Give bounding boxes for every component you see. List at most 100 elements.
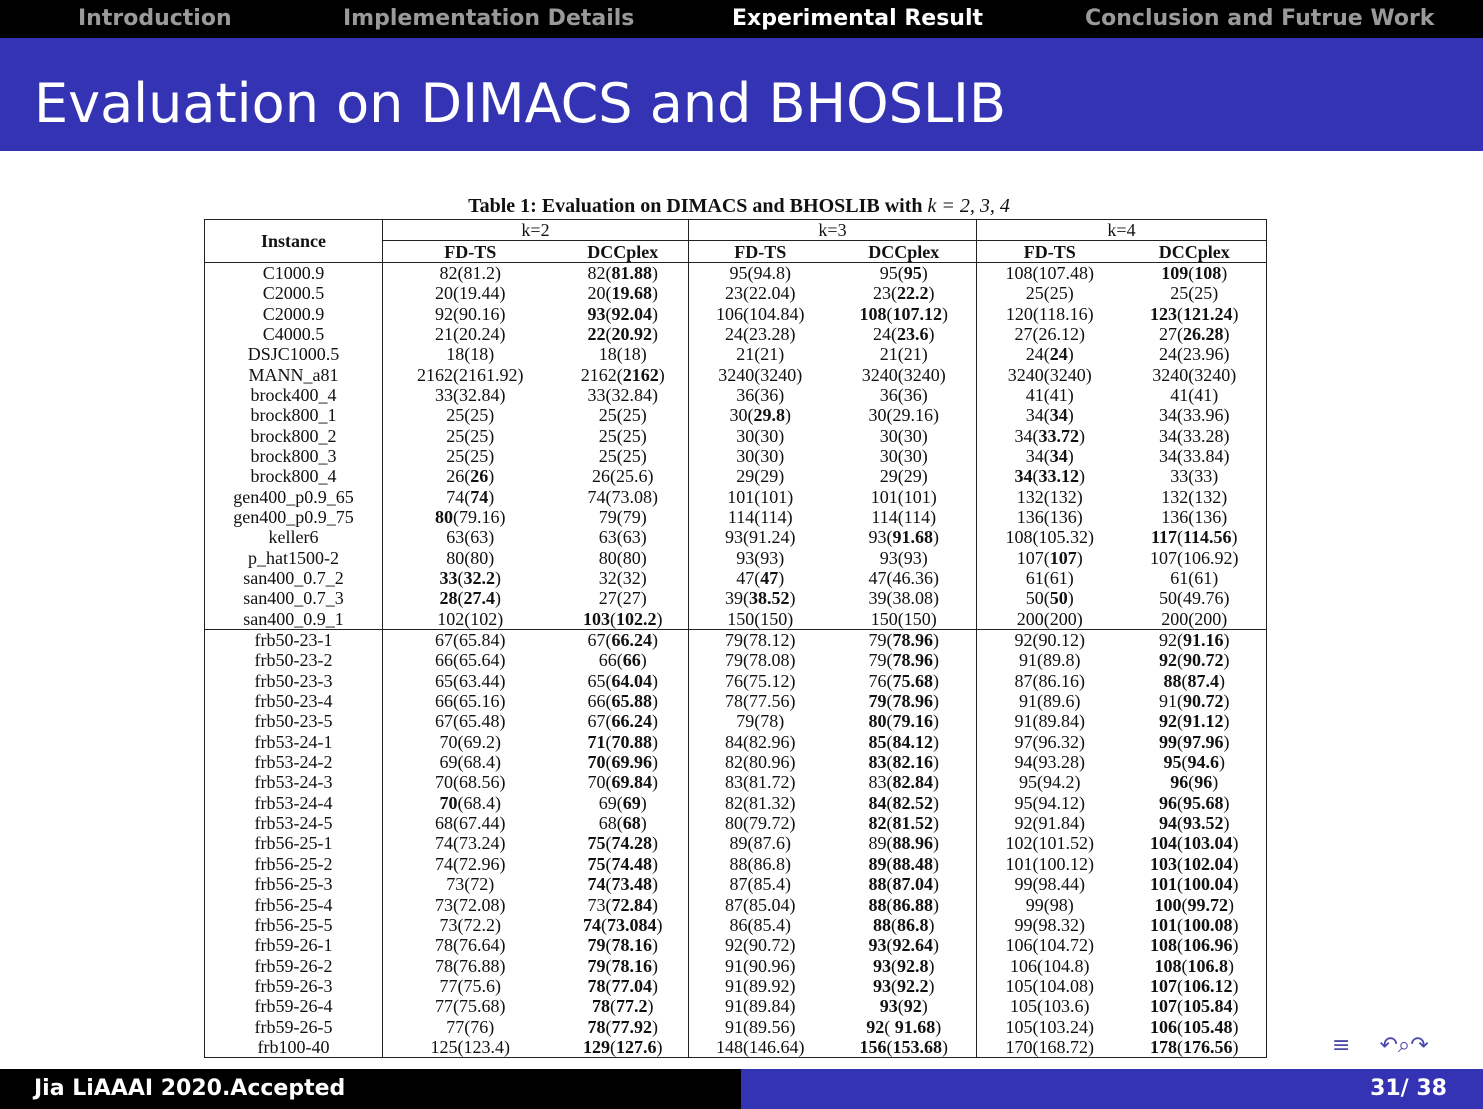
table-row: frb59-26-4 77(75.68) 78(77.2) 91(89.84) 93(9… <box>205 996 1267 1017</box>
result-cell: 92(91.12) <box>1159 711 1230 732</box>
table-row: frb59-26-1 78(76.64) 79(78.16) 92(90.72) 93(… <box>205 935 1267 956</box>
table-row: frb59-26-5 77(76) 78(77.92) 91(89.56) 92( 91… <box>205 1016 1267 1037</box>
result-cell: 114(114) <box>688 506 832 528</box>
search-nav-icon[interactable]: ↶⌕↷ <box>1379 1033 1429 1058</box>
result-cell: 91(89.56) <box>688 1016 832 1037</box>
result-cell: 86(85.4) <box>688 914 832 936</box>
instance-cell: C1000.9 <box>262 262 325 283</box>
result-cell: 30(30) <box>688 445 832 467</box>
result-cell: 66(65.16) <box>382 690 558 712</box>
result-cell: 108(107.48) <box>976 262 1123 284</box>
result-cell: 73(72) <box>382 874 558 895</box>
result-cell: 91(89.92) <box>688 975 832 997</box>
result-cell: 50(50) <box>976 588 1123 609</box>
instance-cell: frb56-25-4 <box>254 894 333 915</box>
result-cell: 47(46.36) <box>868 568 940 589</box>
result-cell: 89(88.48) <box>868 853 940 874</box>
result-cell: 82(81.52) <box>868 813 940 834</box>
result-cell: 30(29.8) <box>688 405 832 426</box>
table-row: brock800_1 25(25) 25(25) 30(29.8) 30(29.16) 3… <box>205 405 1267 426</box>
result-cell: 106(105.48) <box>1150 1016 1239 1037</box>
result-cell: 79(78.12) <box>688 628 832 651</box>
nav-implementation-details[interactable]: Implementation Details <box>343 6 635 31</box>
result-cell: 99(98) <box>976 894 1123 915</box>
result-cell: 120(118.16) <box>976 303 1123 324</box>
result-cell: 74(73.084) <box>583 914 663 935</box>
section-nav-icon[interactable]: ≡ <box>1332 1033 1351 1058</box>
instance-cell: keller6 <box>268 527 319 548</box>
result-cell: 50(49.76) <box>1159 588 1230 609</box>
result-cell: 3240(3240) <box>976 364 1123 385</box>
result-cell: 24(23.6) <box>873 323 935 344</box>
result-cell: 103(102.04) <box>1150 853 1239 874</box>
result-cell: 36(36) <box>688 384 832 406</box>
result-cell: 24(24) <box>976 344 1123 365</box>
result-cell: 34(33.96) <box>1159 405 1230 426</box>
instance-cell: san400_0.9_1 <box>243 608 344 629</box>
result-cell: 34(33.12) <box>976 466 1123 487</box>
result-cell: 95(94.12) <box>976 792 1123 813</box>
result-cell: 93(91.24) <box>688 527 832 548</box>
result-cell: 77(75.68) <box>382 996 558 1017</box>
nav-experimental-result[interactable]: Experimental Result <box>732 6 984 31</box>
table-row: frb59-26-3 77(75.6) 78(77.04) 91(89.92) 93(9… <box>205 975 1267 997</box>
instance-cell: gen400_p0.9_65 <box>233 486 354 507</box>
result-cell: 30(30) <box>688 425 832 446</box>
result-cell: 32(32) <box>598 568 647 589</box>
result-cell: 74(73.48) <box>587 874 659 895</box>
result-cell: 136(136) <box>976 506 1123 528</box>
result-cell: 87(86.16) <box>976 670 1123 691</box>
table-row: san400_0.7_3 28(27.4) 27(27) 39(38.52) 39(38… <box>205 588 1267 609</box>
nav-conclusion[interactable]: Conclusion and Futrue Work <box>1085 6 1435 31</box>
result-cell: 70(69.2) <box>382 731 558 752</box>
instance-cell: san400_0.7_3 <box>243 588 344 609</box>
table-row: keller6 63(63) 63(63) 93(91.24) 93(91.68) 108… <box>205 527 1267 548</box>
nav-introduction[interactable]: Introduction <box>78 6 232 31</box>
result-cell: 93(91.68) <box>868 527 940 548</box>
result-cell: 33(32.84) <box>587 384 659 405</box>
result-cell: 21(21) <box>688 344 832 365</box>
table-row: frb56-25-5 73(72.2) 74(73.084) 86(85.4) 88(8… <box>205 914 1267 936</box>
table-row: gen400_p0.9_65 74(74) 74(73.08) 101(101) 101… <box>205 486 1267 507</box>
table-row: brock800_2 25(25) 25(25) 30(30) 30(30) 34(33.… <box>205 425 1267 446</box>
result-cell: 79(78.96) <box>831 628 977 651</box>
result-cell: 80(80) <box>598 547 647 568</box>
result-cell: 92(90.12) <box>976 628 1123 651</box>
result-cell: 82(81.2) <box>382 262 558 284</box>
result-cell: 91(89.84) <box>976 711 1123 732</box>
result-cell: 77(76) <box>382 1016 558 1037</box>
result-cell: 70(69.84) <box>587 772 659 793</box>
result-cell: 33(33) <box>1170 466 1219 487</box>
result-cell: 101(101) <box>688 486 832 507</box>
result-cell: 75(74.28) <box>587 833 659 854</box>
header-fdts-k4: FD-TS <box>976 240 1123 263</box>
result-cell: 83(82.84) <box>868 772 940 793</box>
result-cell: 93(93) <box>879 547 928 568</box>
footer-bar-right <box>741 1069 1483 1109</box>
table-row: frb50-23-5 67(65.48) 67(66.24) 79(78) 80(79.… <box>205 711 1267 732</box>
table-body: C1000.9 82(81.2) 82(81.88) 95(94.8) 95(95) 10… <box>204 262 1267 1058</box>
result-cell: 66(65.88) <box>587 691 659 712</box>
footer-author: Jia LiAAAI 2020.Accepted <box>34 1076 346 1101</box>
result-cell: 150(150) <box>870 608 937 629</box>
header-fdts-k3: FD-TS <box>688 240 832 263</box>
result-cell: 101(101) <box>870 486 937 507</box>
table-row: brock400_4 33(32.84) 33(32.84) 36(36) 36(36)… <box>205 384 1267 406</box>
result-cell: 47(47) <box>688 567 832 589</box>
header-instance: Instance <box>204 219 383 263</box>
result-cell: 132(132) <box>1161 486 1228 507</box>
result-cell: 69(68.4) <box>382 751 558 773</box>
result-cell: 106(104.72) <box>976 935 1123 956</box>
result-cell: 74(73.08) <box>587 486 659 507</box>
instance-cell: C2000.5 <box>262 283 325 304</box>
result-cell: 36(36) <box>879 384 928 405</box>
result-cell: 25(25) <box>598 405 647 426</box>
result-cell: 65(63.44) <box>382 670 558 691</box>
result-cell: 80(79.16) <box>382 506 558 528</box>
instance-cell: frb53-24-2 <box>254 752 333 773</box>
table-row: MANN_a81 2162(2161.92) 2162(2162) 3240(3240… <box>205 364 1267 385</box>
result-cell: 24(23.28) <box>688 323 832 345</box>
table-row: C4000.5 21(20.24) 22(20.92) 24(23.28) 24(23.… <box>205 323 1267 345</box>
result-cell: 82(81.32) <box>688 792 832 813</box>
result-cell: 107(105.84) <box>1150 996 1239 1017</box>
